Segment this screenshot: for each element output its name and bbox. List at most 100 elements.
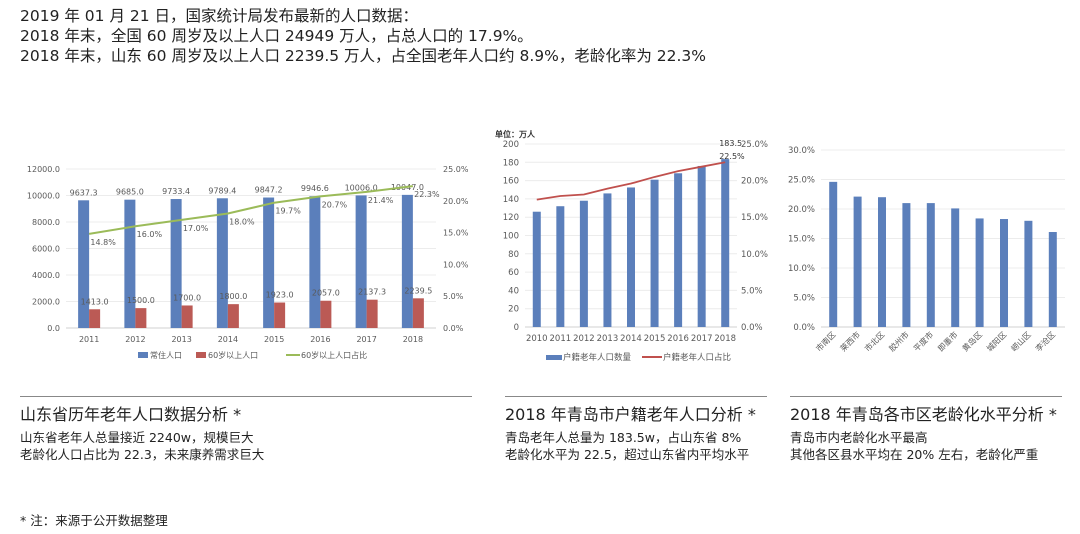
caption-line: 老龄化人口占比为 22.3，未来康养需求巨大 xyxy=(20,447,265,462)
x-tick-label: 2017 xyxy=(356,335,376,344)
y-tick-label: 15.0% xyxy=(788,235,815,245)
y-tick-label: 0.0% xyxy=(793,323,815,333)
bar-registered-elderly xyxy=(532,211,541,327)
x-tick-label: 2014 xyxy=(620,334,642,344)
bar-district-ratio xyxy=(829,181,838,327)
data-label: 9946.6 xyxy=(301,184,329,193)
caption-line: 青岛市内老龄化水平最高 xyxy=(790,430,928,445)
section-caption: 山东省老年人总量接近 2240w，规模巨大 老龄化人口占比为 22.3，未来康养… xyxy=(20,429,472,463)
bar-elderly xyxy=(274,302,286,328)
line-registered-ratio xyxy=(536,161,726,201)
bar-registered-elderly xyxy=(579,200,588,327)
caption-line: 其他各区县水平均在 20% 左右，老龄化严重 xyxy=(790,447,1039,462)
y-tick-label: 20 xyxy=(508,305,519,315)
data-label: 9685.0 xyxy=(116,188,144,197)
x-tick-label: 2013 xyxy=(171,335,191,344)
x-tick-label: 2012 xyxy=(573,334,595,344)
y2-tick-label: 10.0% xyxy=(741,250,768,260)
bar-district-ratio xyxy=(926,203,935,327)
bar-district-ratio xyxy=(1000,219,1008,327)
x-tick-label: 莱西市 xyxy=(838,329,862,353)
y-tick-label: 60 xyxy=(508,268,519,278)
x-tick-label: 2015 xyxy=(644,334,666,344)
unit-label: 单位：万人 xyxy=(495,129,536,139)
bar-resident xyxy=(263,197,275,328)
x-tick-label: 2016 xyxy=(667,334,689,344)
data-label: 2057.0 xyxy=(312,289,340,298)
bar-registered-elderly xyxy=(603,193,612,327)
data-label: 21.4% xyxy=(368,196,394,205)
legend-label: 户籍老年人口占比 xyxy=(663,352,731,363)
y2-tick-label: 15.0% xyxy=(443,229,469,238)
x-tick-label: 2011 xyxy=(79,335,99,344)
bar-resident xyxy=(401,194,413,328)
intro-text: 2019 年 01 月 21 日，国家统计局发布最新的人口数据： 2018 年末… xyxy=(20,6,706,66)
y-tick-label: 80 xyxy=(508,250,519,260)
bar-registered-elderly xyxy=(697,165,706,327)
y-tick-label: 0 xyxy=(514,323,519,333)
data-label: 2239.5 xyxy=(404,286,432,295)
data-label: 19.7% xyxy=(275,207,301,216)
y2-tick-label: 20.0% xyxy=(443,197,469,206)
section-qingdao: 2018 年青岛市户籍老年人口分析 * 青岛老年人总量为 183.5w，占山东省… xyxy=(505,396,767,463)
section-title: 2018 年青岛各市区老龄化水平分析 * xyxy=(790,405,1057,424)
y2-tick-label: 20.0% xyxy=(741,177,768,187)
x-tick-label: 胶州市 xyxy=(887,329,911,353)
bar-elderly xyxy=(89,309,101,328)
legend-swatch xyxy=(138,352,148,358)
y-tick-label: 4000.0 xyxy=(32,271,60,280)
legend-swatch xyxy=(546,355,562,360)
x-tick-label: 2016 xyxy=(310,335,330,344)
bar-elderly xyxy=(227,304,239,328)
bar-resident xyxy=(170,199,182,328)
data-label: 9637.3 xyxy=(70,188,98,197)
y2-tick-label: 10.0% xyxy=(443,260,469,269)
y2-tick-label: 15.0% xyxy=(741,213,768,223)
data-label: 14.8% xyxy=(90,238,116,247)
x-tick-label: 李沧区 xyxy=(1033,329,1057,353)
bar-resident xyxy=(124,199,136,328)
y-tick-label: 20.0% xyxy=(788,205,815,215)
data-label: 9789.4 xyxy=(208,186,236,195)
x-tick-label: 即墨市 xyxy=(936,329,960,353)
bar-elderly xyxy=(412,298,424,328)
bar-district-ratio xyxy=(975,218,984,327)
y-tick-label: 140 xyxy=(503,195,519,205)
y-tick-label: 200 xyxy=(503,140,519,150)
bar-district-ratio xyxy=(1024,220,1033,327)
data-label: 17.0% xyxy=(183,224,209,233)
data-label: 183.5 xyxy=(719,139,742,148)
intro-line: 2019 年 01 月 21 日，国家统计局发布最新的人口数据： xyxy=(20,7,419,25)
y2-tick-label: 0.0% xyxy=(443,324,464,333)
y-tick-label: 160 xyxy=(503,177,519,187)
data-label: 1500.0 xyxy=(127,296,155,305)
y-tick-label: 10.0% xyxy=(788,264,815,274)
bar-district-ratio xyxy=(878,197,886,327)
caption-line: 山东省老年人总量接近 2240w，规模巨大 xyxy=(20,430,254,445)
x-tick-label: 崂山区 xyxy=(1009,329,1033,353)
data-label: 16.0% xyxy=(137,230,163,239)
legend-swatch xyxy=(196,352,206,358)
bar-resident xyxy=(216,198,228,328)
x-tick-label: 市北区 xyxy=(862,329,886,353)
y-tick-label: 100 xyxy=(503,232,519,242)
section-shandong: 山东省历年老年人口数据分析 * 山东省老年人总量接近 2240w，规模巨大 老龄… xyxy=(20,396,472,463)
caption-line: 青岛老年人总量为 183.5w，占山东省 8% xyxy=(505,430,742,445)
legend-label: 60岁以上人口 xyxy=(208,350,258,360)
bar-district-ratio xyxy=(951,208,960,327)
x-tick-label: 2014 xyxy=(218,335,238,344)
data-label: 9847.2 xyxy=(255,186,283,195)
caption-line: 老龄化水平为 22.5，超过山东省内平均水平 xyxy=(505,447,750,462)
intro-line: 2018 年末，全国 60 周岁及以上人口 24949 万人，占总人口的 17.… xyxy=(20,27,533,45)
bar-registered-elderly xyxy=(721,159,730,327)
bar-resident xyxy=(78,200,90,328)
line-elderly-ratio xyxy=(88,185,413,235)
x-tick-label: 2013 xyxy=(597,334,619,344)
x-tick-label: 2018 xyxy=(403,335,423,344)
section-caption: 青岛老年人总量为 183.5w，占山东省 8% 老龄化水平为 22.5，超过山东… xyxy=(505,429,767,463)
data-label: 18.0% xyxy=(229,218,255,227)
bar-district-ratio xyxy=(1048,232,1057,327)
y-tick-label: 10000.0 xyxy=(27,192,60,201)
y2-tick-label: 5.0% xyxy=(443,292,464,301)
